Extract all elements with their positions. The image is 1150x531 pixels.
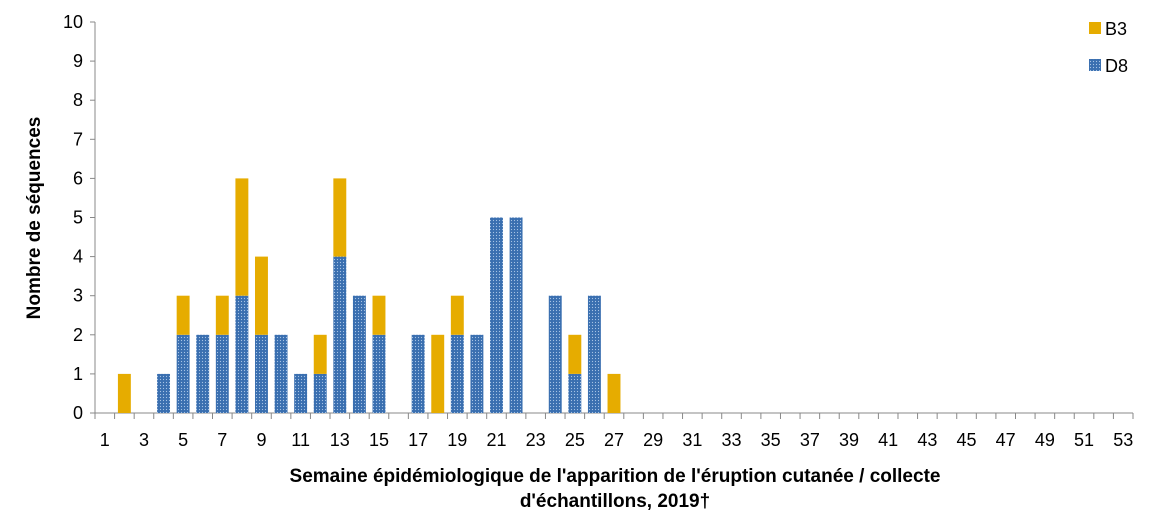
y-tick-label: 10 bbox=[63, 12, 83, 32]
x-tick-label: 29 bbox=[643, 430, 663, 450]
bar-d8 bbox=[215, 334, 229, 413]
legend-swatch-d8 bbox=[1089, 59, 1101, 71]
bar-b3 bbox=[568, 334, 582, 374]
x-tick-label: 3 bbox=[139, 430, 149, 450]
x-tick-label: 5 bbox=[178, 430, 188, 450]
bar-d8 bbox=[313, 373, 327, 413]
x-tick-label: 21 bbox=[486, 430, 506, 450]
bar-d8 bbox=[509, 217, 523, 413]
legend-swatch-b3 bbox=[1089, 22, 1101, 34]
bar-d8 bbox=[333, 256, 347, 413]
x-tick-label: 53 bbox=[1113, 430, 1133, 450]
bar-d8 bbox=[568, 373, 582, 413]
x-tick-label: 43 bbox=[917, 430, 937, 450]
x-tick-label: 27 bbox=[604, 430, 624, 450]
x-tick-label: 17 bbox=[408, 430, 428, 450]
x-tick-label: 13 bbox=[330, 430, 350, 450]
y-tick-label: 1 bbox=[73, 364, 83, 384]
y-tick-label: 9 bbox=[73, 51, 83, 71]
bar-b3 bbox=[333, 178, 347, 257]
y-tick-label: 5 bbox=[73, 208, 83, 228]
bar-d8 bbox=[176, 334, 190, 413]
x-tick-label: 39 bbox=[839, 430, 859, 450]
x-tick-label: 9 bbox=[256, 430, 266, 450]
bar-b3 bbox=[235, 178, 249, 296]
bar-b3 bbox=[607, 373, 621, 413]
bar-d8 bbox=[411, 334, 425, 413]
bar-b3 bbox=[176, 295, 190, 335]
bar-b3 bbox=[431, 334, 445, 413]
bar-d8 bbox=[255, 334, 268, 413]
bar-b3 bbox=[117, 373, 131, 413]
bar-d8 bbox=[235, 295, 249, 413]
x-tick-label: 31 bbox=[682, 430, 702, 450]
bar-b3 bbox=[450, 295, 464, 335]
bar-d8 bbox=[274, 334, 288, 413]
bar-b3 bbox=[372, 295, 386, 335]
y-tick-label: 8 bbox=[73, 90, 83, 110]
bar-d8 bbox=[450, 334, 464, 413]
x-tick-label: 1 bbox=[100, 430, 110, 450]
bar-d8 bbox=[352, 295, 366, 413]
legend-label-b3: B3 bbox=[1105, 19, 1127, 39]
bar-d8 bbox=[294, 373, 308, 413]
x-tick-label: 49 bbox=[1035, 430, 1055, 450]
x-tick-label: 15 bbox=[369, 430, 389, 450]
x-tick-label: 23 bbox=[526, 430, 546, 450]
y-tick-label: 2 bbox=[73, 325, 83, 345]
y-tick-label: 7 bbox=[73, 129, 83, 149]
x-tick-label: 35 bbox=[761, 430, 781, 450]
bar-d8 bbox=[372, 334, 386, 413]
bar-b3 bbox=[313, 334, 327, 374]
x-tick-label: 25 bbox=[565, 430, 585, 450]
x-tick-label: 41 bbox=[878, 430, 898, 450]
bar-b3 bbox=[215, 295, 229, 335]
y-tick-label: 3 bbox=[73, 286, 83, 306]
legend: B3 D8 bbox=[1089, 19, 1128, 76]
x-axis-title-line1: Semaine épidémiologique de l'apparition … bbox=[290, 466, 941, 487]
bar-d8 bbox=[548, 295, 562, 413]
bar-b3 bbox=[255, 256, 268, 335]
y-axis-title: Nombre de séquences bbox=[24, 117, 45, 320]
x-tick-label: 11 bbox=[291, 430, 310, 450]
legend-label-d8: D8 bbox=[1105, 56, 1128, 76]
x-tick-label: 47 bbox=[996, 430, 1016, 450]
x-tick-label: 33 bbox=[721, 430, 741, 450]
y-tick-label: 4 bbox=[73, 247, 83, 267]
y-tick-label: 0 bbox=[73, 403, 83, 423]
x-tick-label: 51 bbox=[1074, 430, 1094, 450]
bar-d8 bbox=[587, 295, 601, 413]
x-tick-label: 37 bbox=[800, 430, 820, 450]
bar-d8 bbox=[157, 373, 171, 413]
x-tick-label: 7 bbox=[217, 430, 227, 450]
bar-d8 bbox=[490, 217, 503, 413]
x-tick-label: 19 bbox=[447, 430, 467, 450]
bar-d8 bbox=[196, 334, 210, 413]
x-tick-label: 45 bbox=[957, 430, 977, 450]
x-axis-title-line2: d'échantillons, 2019† bbox=[520, 491, 710, 512]
bar-d8 bbox=[470, 334, 484, 413]
y-tick-label: 6 bbox=[73, 168, 83, 188]
